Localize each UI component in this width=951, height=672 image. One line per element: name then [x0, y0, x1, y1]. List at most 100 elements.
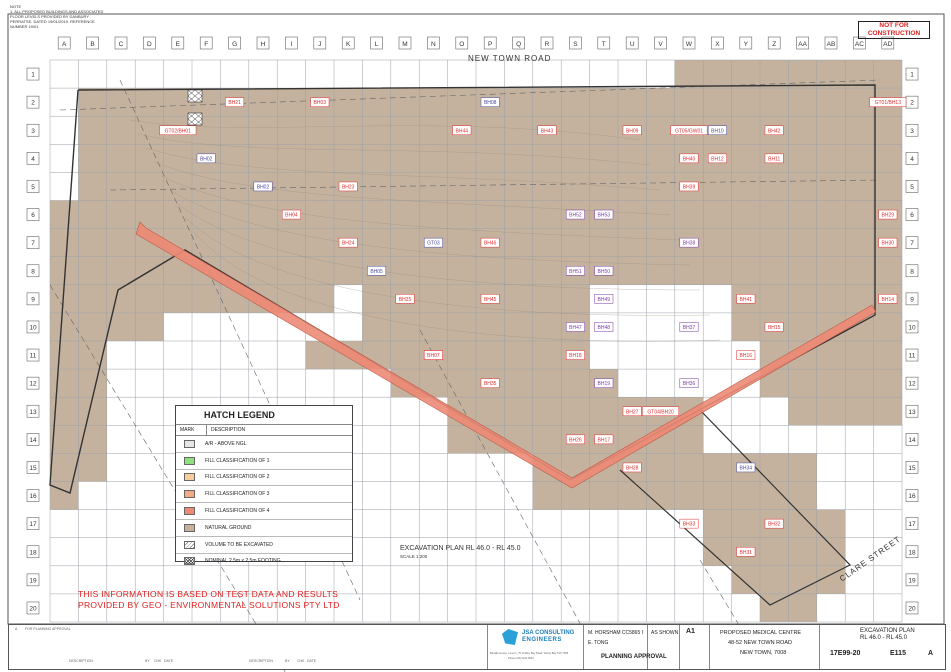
row-label-left: 10	[29, 324, 37, 331]
borehole-label-box	[480, 237, 500, 248]
contour-line	[137, 133, 651, 166]
row-label-left: 6	[31, 212, 35, 219]
legend-swatch	[184, 540, 195, 549]
row-marker-left	[26, 67, 40, 81]
firm-logo-icon	[502, 629, 518, 645]
row-marker-right	[905, 67, 919, 81]
borehole-label: BH26	[569, 437, 582, 443]
legend-label: A/R - ABOVE NGL	[205, 440, 247, 447]
row-marker-right	[905, 236, 919, 249]
proposed-building-outline	[619, 409, 852, 606]
rev-header-date: DATE	[164, 659, 174, 663]
rev-header-date-2: DATE	[307, 659, 317, 663]
row-label-left: 12	[29, 381, 37, 388]
rev-header-desc: DESCRIPTION	[69, 659, 93, 663]
borehole-label-purple-box	[679, 322, 699, 332]
column-label: P	[488, 41, 492, 48]
data-disclaimer: THIS INFORMATION IS BASED ON TEST DATA A…	[78, 589, 340, 611]
legend-item: FILL CLASSIFICATION OF 2	[176, 470, 352, 487]
borehole-label-purple-box	[679, 378, 699, 388]
column-label: F	[204, 41, 208, 48]
row-label-left: 15	[29, 465, 37, 472]
row-label-right: 8	[910, 268, 914, 275]
row-marker-right	[905, 123, 919, 137]
legend-col-desc: DESCRIPTION	[211, 427, 246, 433]
legend-label: FILL CLASSIFICATION OF 1	[205, 457, 270, 464]
row-label-right: 20	[908, 605, 916, 612]
borehole-label-purple-box	[565, 322, 585, 332]
borehole-label-box	[537, 125, 557, 135]
borehole-label-purple: BH19	[598, 381, 611, 387]
row-label-left: 13	[29, 409, 37, 416]
borehole-label-blue-box	[480, 97, 500, 107]
row-label-right: 4	[910, 156, 914, 163]
borehole-label: BH44	[456, 128, 469, 134]
disclaimer-line: PROVIDED BY GEO - ENVIRONMENTAL SOLUTION…	[78, 600, 340, 610]
legend-label: NATURAL GROUND	[205, 524, 252, 531]
borehole-label-box	[736, 547, 756, 557]
column-label: R	[545, 41, 550, 48]
column-marker	[256, 36, 270, 50]
borehole-label: BH15	[768, 325, 781, 331]
row-label-right: 6	[910, 212, 914, 219]
legend-label: FILL CLASSIFICATION OF 4	[205, 508, 270, 515]
row-label-left: 8	[31, 268, 35, 275]
firm-panel: JSA CONSULTING ENGINEERS Banalle House, …	[487, 625, 584, 669]
contour-line	[185, 217, 711, 316]
contour-line	[177, 203, 701, 291]
row-marker-right	[905, 208, 919, 221]
drawing-title-2: RL 46.0 - RL 45.0	[860, 635, 907, 641]
survey-line	[49, 284, 286, 672]
borehole-label-purple: BH47	[569, 325, 582, 331]
borehole-label-blue: BH10	[711, 128, 724, 134]
legend-item: VOLUME TO BE EXCAVATED	[176, 537, 352, 554]
legend-item: FILL CLASSIFICATION OF 3	[176, 486, 352, 504]
column-marker	[114, 36, 128, 50]
column-marker	[228, 36, 241, 50]
hatch-legend: HATCH LEGEND MARK DESCRIPTION A/R - ABOV…	[175, 405, 353, 566]
borehole-label-purple: BH38	[683, 241, 696, 247]
borehole-label-purple: BH36	[683, 381, 696, 387]
borehole-label-purple: BH50	[598, 269, 611, 275]
survey-lines	[49, 79, 881, 672]
borehole-label-blue: BH02	[257, 184, 270, 190]
column-marker	[711, 36, 724, 50]
column-marker	[285, 36, 298, 50]
borehole-label-purple-box	[594, 378, 614, 388]
column-label: G	[232, 41, 237, 48]
row-marker-right	[905, 152, 919, 165]
firm-name: JSA CONSULTING	[522, 630, 575, 636]
borehole-label: BH43	[541, 128, 554, 134]
borehole-label-blue-box	[736, 462, 756, 473]
column-label: AC	[855, 41, 864, 48]
row-marker-left	[26, 236, 40, 249]
fill-class-4-strip	[135, 221, 877, 489]
column-label: V	[658, 41, 663, 48]
stamp-line: CONSTRUCTION	[867, 29, 921, 37]
row-marker-right	[905, 180, 919, 193]
column-label: B	[90, 41, 94, 48]
legend-swatch	[184, 473, 195, 482]
borehole-label-box	[452, 125, 472, 135]
borehole-label-box	[764, 518, 784, 529]
row-marker-right	[905, 264, 919, 278]
borehole-label-box	[423, 350, 443, 360]
column-label: X	[715, 41, 720, 48]
row-marker-right	[905, 545, 919, 559]
row-label-right: 7	[910, 240, 914, 247]
project-panel: PROPOSED MEDICAL CENTRE 48-52 NEW TOWN R…	[709, 625, 820, 669]
row-marker-right	[905, 489, 919, 502]
column-label: D	[147, 41, 152, 48]
note-line: 1. ALL PROPOSED BUILDINGS AND ASSOCIATED	[10, 9, 104, 14]
column-label: S	[573, 41, 578, 48]
borehole-label-blue: BH02	[200, 156, 213, 162]
row-marker-left	[26, 404, 40, 418]
legend-item: NOMINAL 2.5m x 2.5m FOOTING	[176, 554, 352, 570]
row-label-left: 2	[31, 100, 35, 107]
revision-number: A	[928, 650, 934, 657]
firm-sub: ENGINEERS	[522, 637, 562, 643]
row-label-left: 4	[31, 156, 35, 163]
column-label: E	[176, 41, 181, 48]
borehole-label-blue: GT03	[427, 241, 440, 247]
legend-label: FILL CLASSIFICATION OF 3	[205, 491, 270, 498]
